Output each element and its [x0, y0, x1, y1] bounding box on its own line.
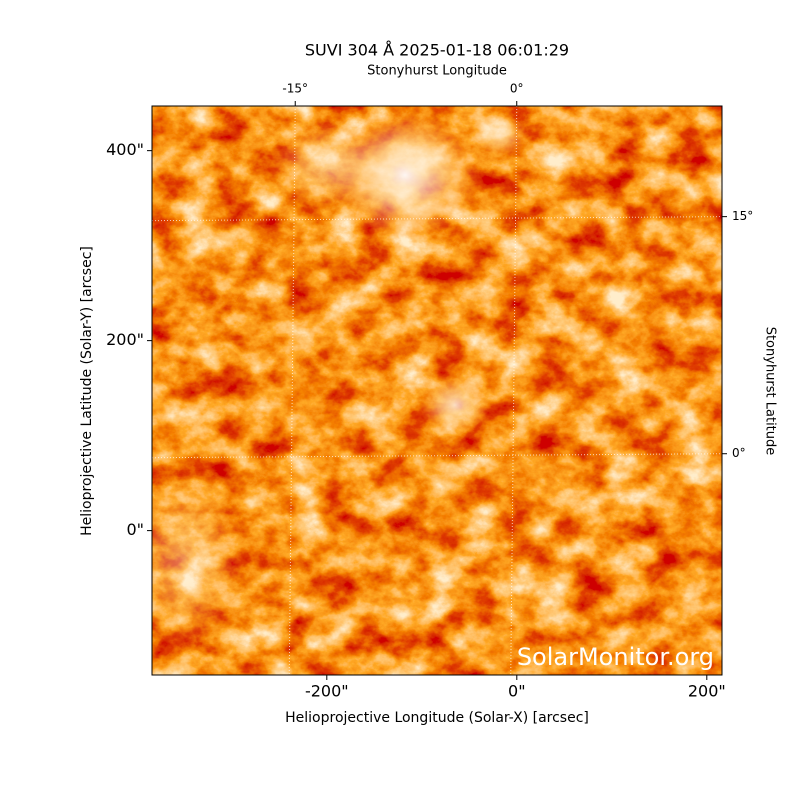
grid-line [288, 105, 296, 676]
y-axis-label: Helioprojective Latitude (Solar-Y) [arcs… [79, 246, 95, 536]
y2-tick-label: 0° [732, 446, 746, 460]
x2-tick-label: -15° [282, 82, 308, 96]
x-tick-label: -200" [305, 682, 349, 701]
plot-frame [151, 105, 723, 676]
grid-line [151, 453, 723, 459]
grid-line [510, 105, 518, 676]
chart-title: SUVI 304 Å 2025-01-18 06:01:29 [305, 41, 569, 60]
x-tick-label: 0" [508, 682, 526, 701]
bright-region [472, 113, 528, 157]
y2-axis-label: Stonyhurst Latitude [763, 327, 778, 456]
bright-region [420, 375, 490, 435]
solar-image [152, 106, 722, 675]
watermark: SolarMonitor.org [517, 643, 714, 671]
bright-region [152, 470, 245, 650]
x-tick-label: 200" [688, 682, 726, 701]
y-tick-label: 200" [106, 330, 144, 349]
y2-tick-label: 15° [732, 209, 753, 223]
x2-tick-label: 0° [510, 82, 524, 96]
grid-line [151, 216, 723, 222]
x2-axis-label: Stonyhurst Longitude [367, 64, 507, 79]
x-axis-label: Helioprojective Longitude (Solar-X) [arc… [285, 710, 589, 726]
y-tick-label: 0" [126, 520, 144, 539]
y-tick-label: 400" [106, 140, 144, 159]
bright-region [270, 120, 390, 210]
